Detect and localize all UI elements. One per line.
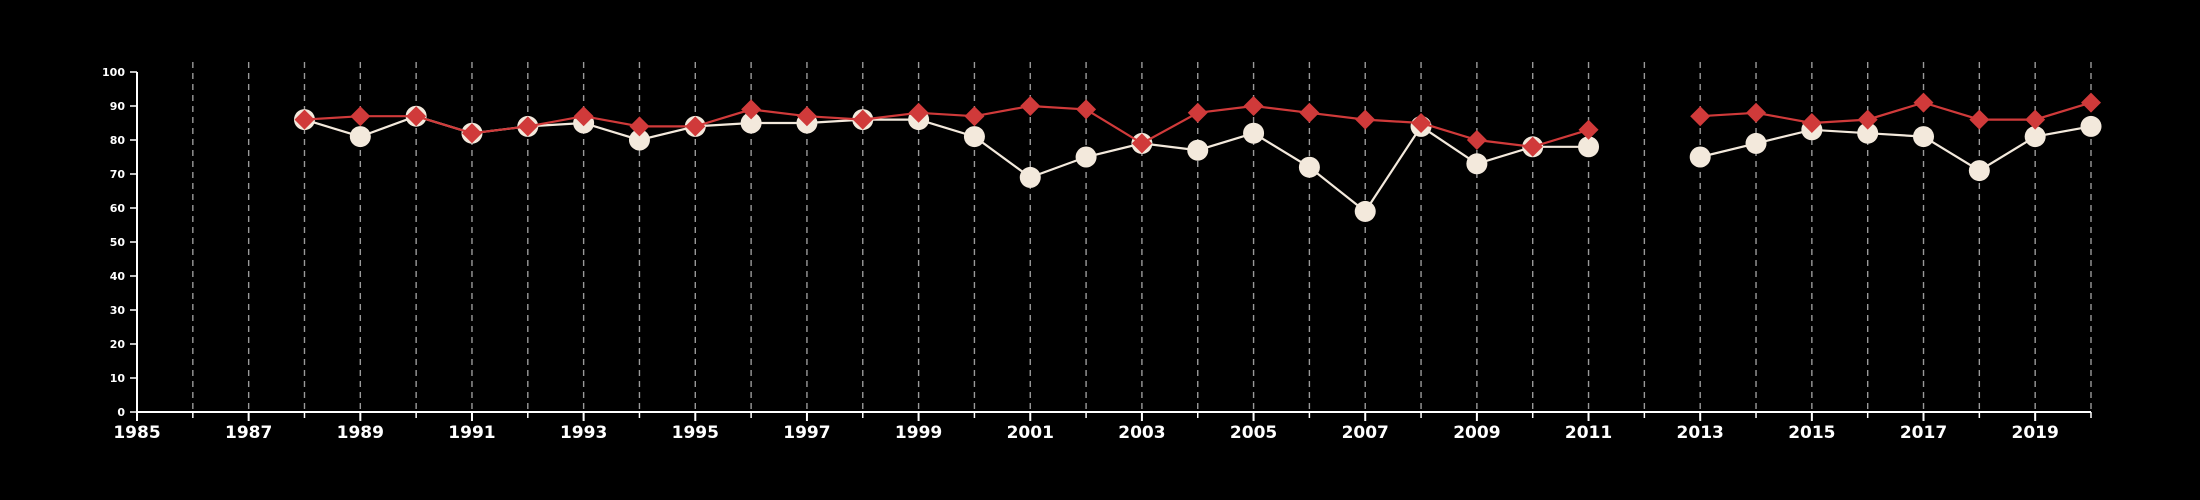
y-tick-label-20: 20 <box>110 338 126 351</box>
point-diamond-2002 <box>1076 99 1097 120</box>
x-tick-label-2005: 2005 <box>1230 423 1277 443</box>
x-tick-label-1999: 1999 <box>895 423 942 443</box>
point-circle-2020 <box>2080 115 2102 137</box>
point-diamond-2017 <box>1913 92 1934 113</box>
point-diamond-1995 <box>685 116 706 137</box>
point-diamond-1997 <box>796 106 817 127</box>
point-circle-2014 <box>1745 132 1767 154</box>
x-tick-label-2007: 2007 <box>1342 423 1389 443</box>
point-diamond-2004 <box>1187 102 1208 123</box>
point-diamond-1994 <box>629 116 650 137</box>
y-tick-label-30: 30 <box>110 304 126 317</box>
point-diamond-2015 <box>1801 113 1822 133</box>
point-diamond-2006 <box>1299 102 1320 123</box>
point-diamond-2003 <box>1131 133 1152 154</box>
x-tick-label-1989: 1989 <box>337 423 384 443</box>
x-tick-label-1997: 1997 <box>783 423 830 443</box>
x-tick-label-1987: 1987 <box>225 423 272 443</box>
series-diamond <box>294 92 2101 157</box>
point-diamond-2001 <box>1020 96 1041 116</box>
x-tick-label-2015: 2015 <box>1788 423 1835 443</box>
point-circle-2001 <box>1019 166 1041 188</box>
point-circle-2005 <box>1243 122 1265 144</box>
point-diamond-1992 <box>517 116 538 137</box>
point-circle-1994 <box>628 129 650 151</box>
point-diamond-2019 <box>2025 109 2046 130</box>
point-diamond-2018 <box>1969 109 1990 130</box>
x-tick-label-2019: 2019 <box>2012 423 2059 443</box>
point-diamond-2008 <box>1411 113 1432 133</box>
y-tick-label-70: 70 <box>110 168 126 181</box>
point-diamond-1996 <box>741 99 762 120</box>
x-tick-label-1985: 1985 <box>113 423 160 443</box>
point-circle-2017 <box>1913 126 1935 148</box>
point-diamond-1989 <box>350 106 371 127</box>
point-circle-2004 <box>1187 139 1209 161</box>
y-tick-label-80: 80 <box>110 134 126 147</box>
y-tick-label-50: 50 <box>110 236 126 249</box>
y-tick-label-90: 90 <box>110 100 126 113</box>
point-circle-2007 <box>1354 200 1376 222</box>
point-diamond-2016 <box>1857 109 1878 130</box>
point-circle-2009 <box>1466 153 1488 175</box>
point-circle-2016 <box>1857 122 1879 144</box>
point-diamond-1999 <box>908 102 929 123</box>
point-diamond-2013 <box>1690 106 1711 127</box>
series-layer <box>293 92 2102 222</box>
x-tick-label-2003: 2003 <box>1118 423 1165 443</box>
point-diamond-1988 <box>294 109 315 130</box>
point-diamond-2010 <box>1522 136 1543 157</box>
point-diamond-2005 <box>1243 96 1264 116</box>
point-circle-2002 <box>1075 146 1097 168</box>
y-tick-label-100: 100 <box>102 66 125 79</box>
point-circle-2006 <box>1298 156 1320 178</box>
axes: 0 10 20 30 40 50 60 70 80 90 100 1985 1987 1989 1991 19… <box>102 66 2092 443</box>
point-diamond-2007 <box>1355 109 1376 130</box>
point-circle-2018 <box>1968 160 1990 182</box>
point-circle-2019 <box>2024 126 2046 148</box>
x-tick-label-2001: 2001 <box>1007 423 1054 443</box>
point-circle-2013 <box>1689 146 1711 168</box>
point-diamond-1990 <box>406 106 427 127</box>
point-diamond-2000 <box>964 106 985 127</box>
y-tick-label-60: 60 <box>110 202 126 215</box>
point-diamond-1993 <box>573 106 594 127</box>
point-circle-2000 <box>963 126 985 148</box>
x-tick-label-2017: 2017 <box>1900 423 1947 443</box>
x-tick-label-1995: 1995 <box>672 423 719 443</box>
point-diamond-2011 <box>1578 119 1599 140</box>
y-tick-label-40: 40 <box>110 270 126 283</box>
y-tick-label-0: 0 <box>117 406 125 419</box>
x-tick-label-1993: 1993 <box>560 423 607 443</box>
point-circle-1989 <box>349 126 371 148</box>
x-tick-label-1991: 1991 <box>448 423 495 443</box>
point-diamond-2020 <box>2081 92 2101 113</box>
y-tick-label-10: 10 <box>110 372 126 385</box>
point-diamond-1998 <box>852 109 873 130</box>
point-circle-2011 <box>1578 136 1600 158</box>
point-diamond-2009 <box>1466 130 1487 150</box>
point-diamond-1991 <box>461 123 482 144</box>
x-tick-label-2013: 2013 <box>1677 423 1724 443</box>
x-tick-label-2011: 2011 <box>1565 423 1612 443</box>
point-diamond-2014 <box>1746 102 1767 123</box>
x-tick-label-2009: 2009 <box>1453 423 1500 443</box>
point-circle-1996 <box>740 112 762 134</box>
